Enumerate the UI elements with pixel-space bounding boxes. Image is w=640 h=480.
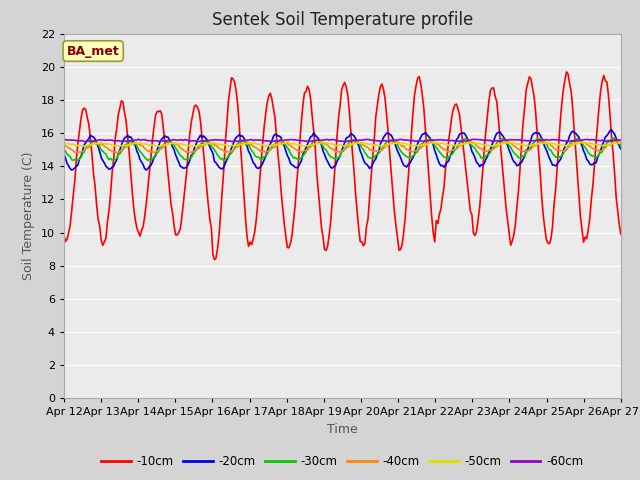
-50cm [307, 142, 314, 148]
-20cm [588, 162, 595, 168]
-20cm [129, 136, 136, 142]
-60cm [60, 137, 68, 143]
-10cm [228, 75, 236, 81]
-20cm [617, 146, 625, 152]
-60cm [229, 138, 237, 144]
-30cm [129, 140, 136, 145]
Line: -30cm: -30cm [64, 138, 621, 161]
-50cm [617, 140, 625, 145]
-40cm [60, 142, 68, 148]
-50cm [228, 143, 236, 148]
-40cm [255, 147, 263, 153]
-50cm [60, 142, 68, 147]
-40cm [221, 150, 229, 156]
-10cm [563, 69, 570, 75]
Y-axis label: Soil Temperature (C): Soil Temperature (C) [22, 152, 35, 280]
-40cm [305, 145, 313, 151]
-10cm [211, 257, 218, 263]
Title: Sentek Soil Temperature profile: Sentek Soil Temperature profile [212, 11, 473, 29]
-30cm [588, 153, 595, 158]
Line: -10cm: -10cm [64, 72, 621, 260]
-50cm [129, 141, 136, 146]
-20cm [60, 152, 68, 157]
-30cm [609, 135, 617, 141]
-30cm [220, 158, 228, 164]
-50cm [589, 141, 596, 147]
Line: -40cm: -40cm [64, 141, 621, 153]
-10cm [255, 181, 263, 187]
-60cm [589, 137, 596, 143]
-30cm [617, 143, 625, 148]
-10cm [305, 86, 313, 92]
-10cm [60, 232, 68, 238]
Text: BA_met: BA_met [67, 45, 120, 58]
-60cm [248, 137, 255, 143]
X-axis label: Time: Time [327, 423, 358, 436]
-20cm [228, 145, 236, 151]
Line: -20cm: -20cm [64, 130, 621, 170]
Legend: -10cm, -20cm, -30cm, -40cm, -50cm, -60cm: -10cm, -20cm, -30cm, -40cm, -50cm, -60cm [97, 450, 588, 473]
-20cm [142, 167, 150, 173]
-60cm [134, 136, 142, 142]
-20cm [305, 137, 313, 143]
-30cm [305, 144, 313, 149]
Line: -50cm: -50cm [64, 142, 621, 146]
-20cm [255, 165, 263, 171]
-10cm [617, 231, 625, 237]
-30cm [60, 147, 68, 153]
-30cm [228, 150, 236, 156]
-60cm [617, 137, 625, 143]
-40cm [228, 148, 236, 154]
-50cm [284, 139, 291, 144]
-10cm [246, 239, 254, 245]
-40cm [588, 144, 595, 150]
-60cm [257, 138, 265, 144]
-50cm [255, 141, 263, 147]
-60cm [195, 139, 203, 144]
-20cm [246, 151, 254, 157]
Line: -60cm: -60cm [64, 139, 621, 142]
-40cm [129, 141, 136, 147]
-40cm [246, 142, 254, 147]
-50cm [246, 140, 254, 146]
-60cm [129, 137, 136, 143]
-10cm [129, 189, 136, 195]
-40cm [612, 138, 620, 144]
-40cm [617, 140, 625, 145]
-30cm [255, 155, 263, 160]
-50cm [188, 144, 195, 149]
-20cm [607, 127, 615, 133]
-10cm [589, 182, 596, 188]
-30cm [246, 145, 254, 151]
-60cm [307, 138, 314, 144]
